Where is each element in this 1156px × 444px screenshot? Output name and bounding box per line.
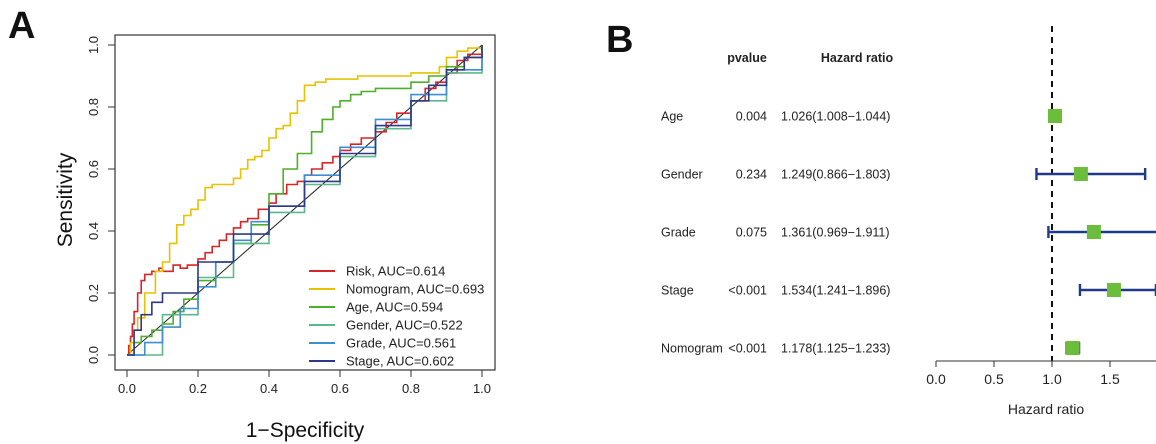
forest-row-hr-grade: 1.361(0.969−1.911) bbox=[781, 226, 890, 240]
forest-rows: Age 0.004 1.026(1.008−1.044) Gender 0.234 1.2… bbox=[661, 109, 1156, 356]
forest-row-pvalue-gender: 0.234 bbox=[736, 168, 767, 182]
roc-x-axis: 0.0 0.2 0.4 0.6 0.8 1.0 bbox=[118, 370, 491, 396]
forest-marker-grade bbox=[1086, 225, 1101, 239]
forest-row-pvalue-stage: <0.001 bbox=[728, 284, 767, 298]
forest-row-name-grade: Grade bbox=[661, 226, 696, 240]
forest-row-name-stage: Stage bbox=[661, 284, 694, 298]
forest-x-tick-label: 0.5 bbox=[984, 371, 1004, 387]
roc-legend: Risk, AUC=0.614 Nomogram, AUC=0.693 Age, A… bbox=[309, 264, 484, 369]
roc-series-group bbox=[127, 45, 483, 356]
roc-line-age bbox=[127, 45, 483, 356]
forest-row-pvalue-age: 0.004 bbox=[736, 110, 767, 124]
roc-x-tick-label: 0.6 bbox=[331, 381, 349, 396]
forest-header-pvalue: pvalue bbox=[727, 51, 767, 65]
forest-row-pvalue-nomogram: <0.001 bbox=[728, 342, 767, 356]
roc-y-tick-label: 0.4 bbox=[86, 222, 101, 240]
roc-line-nomogram bbox=[127, 45, 483, 356]
forest-marker-nomogram bbox=[1065, 341, 1080, 355]
forest-header-hazard-ratio: Hazard ratio bbox=[821, 51, 894, 65]
legend-label-nomogram: Nomogram, AUC=0.693 bbox=[346, 282, 484, 297]
roc-y-tick-label: 1.0 bbox=[86, 36, 101, 54]
forest-row-hr-gender: 1.249(0.866−1.803) bbox=[781, 168, 890, 182]
forest-row-name-age: Age bbox=[661, 110, 683, 124]
forest-x-tick-label: 1.0 bbox=[1042, 371, 1062, 387]
roc-y-tick-label: 0.6 bbox=[86, 160, 101, 178]
roc-y-tick-label: 0.2 bbox=[86, 284, 101, 302]
roc-x-axis-title: 1−Specificity bbox=[246, 419, 365, 442]
forest-row-hr-nomogram: 1.178(1.125−1.233) bbox=[781, 342, 890, 356]
forest-x-axis: 0.0 0.5 1.0 1.5 bbox=[926, 360, 1156, 387]
roc-chart: 0.0 0.2 0.4 0.6 0.8 1.0 0.0 0.2 0.4 0.6 0.8 1.0 Ri… bbox=[86, 34, 496, 396]
legend-label-age: Age, AUC=0.594 bbox=[346, 300, 443, 315]
forest-row-hr-stage: 1.534(1.241−1.896) bbox=[781, 284, 890, 298]
roc-line-stage bbox=[127, 45, 483, 356]
roc-x-tick-label: 0.0 bbox=[118, 381, 136, 396]
roc-y-axis-title: Sensitivity bbox=[54, 152, 77, 247]
forest-plot: pvalue Hazard ratio Age 0.004 1.026(1.008−… bbox=[661, 26, 1156, 417]
forest-x-tick-label: 1.5 bbox=[1100, 371, 1120, 387]
roc-y-axis: 0.0 0.2 0.4 0.6 0.8 1.0 bbox=[86, 36, 115, 364]
forest-row-name-nomogram: Nomogram bbox=[661, 342, 723, 356]
legend-label-grade: Grade, AUC=0.561 bbox=[346, 336, 456, 351]
legend-label-stage: Stage, AUC=0.602 bbox=[346, 354, 454, 369]
legend-label-gender: Gender, AUC=0.522 bbox=[346, 318, 463, 333]
forest-marker-gender bbox=[1073, 167, 1088, 181]
roc-y-tick-label: 0.0 bbox=[86, 346, 101, 364]
roc-x-tick-label: 0.2 bbox=[189, 381, 207, 396]
forest-x-tick-label: 0.0 bbox=[926, 371, 946, 387]
forest-row-pvalue-grade: 0.075 bbox=[736, 226, 767, 240]
forest-marker-stage bbox=[1106, 283, 1121, 297]
roc-x-tick-label: 0.4 bbox=[260, 381, 278, 396]
roc-plot-frame bbox=[114, 34, 496, 371]
roc-line-risk bbox=[127, 45, 483, 356]
forest-x-axis-title: Hazard ratio bbox=[1008, 401, 1084, 417]
forest-row-name-gender: Gender bbox=[661, 168, 703, 182]
roc-x-tick-label: 1.0 bbox=[473, 381, 491, 396]
legend-label-risk: Risk, AUC=0.614 bbox=[346, 264, 445, 279]
panel-a-label: A bbox=[8, 5, 35, 47]
roc-y-tick-label: 0.8 bbox=[86, 98, 101, 116]
roc-x-tick-label: 0.8 bbox=[402, 381, 420, 396]
forest-marker-age bbox=[1048, 109, 1063, 123]
panel-b-label: B bbox=[606, 19, 633, 61]
forest-row-hr-age: 1.026(1.008−1.044) bbox=[781, 110, 890, 124]
